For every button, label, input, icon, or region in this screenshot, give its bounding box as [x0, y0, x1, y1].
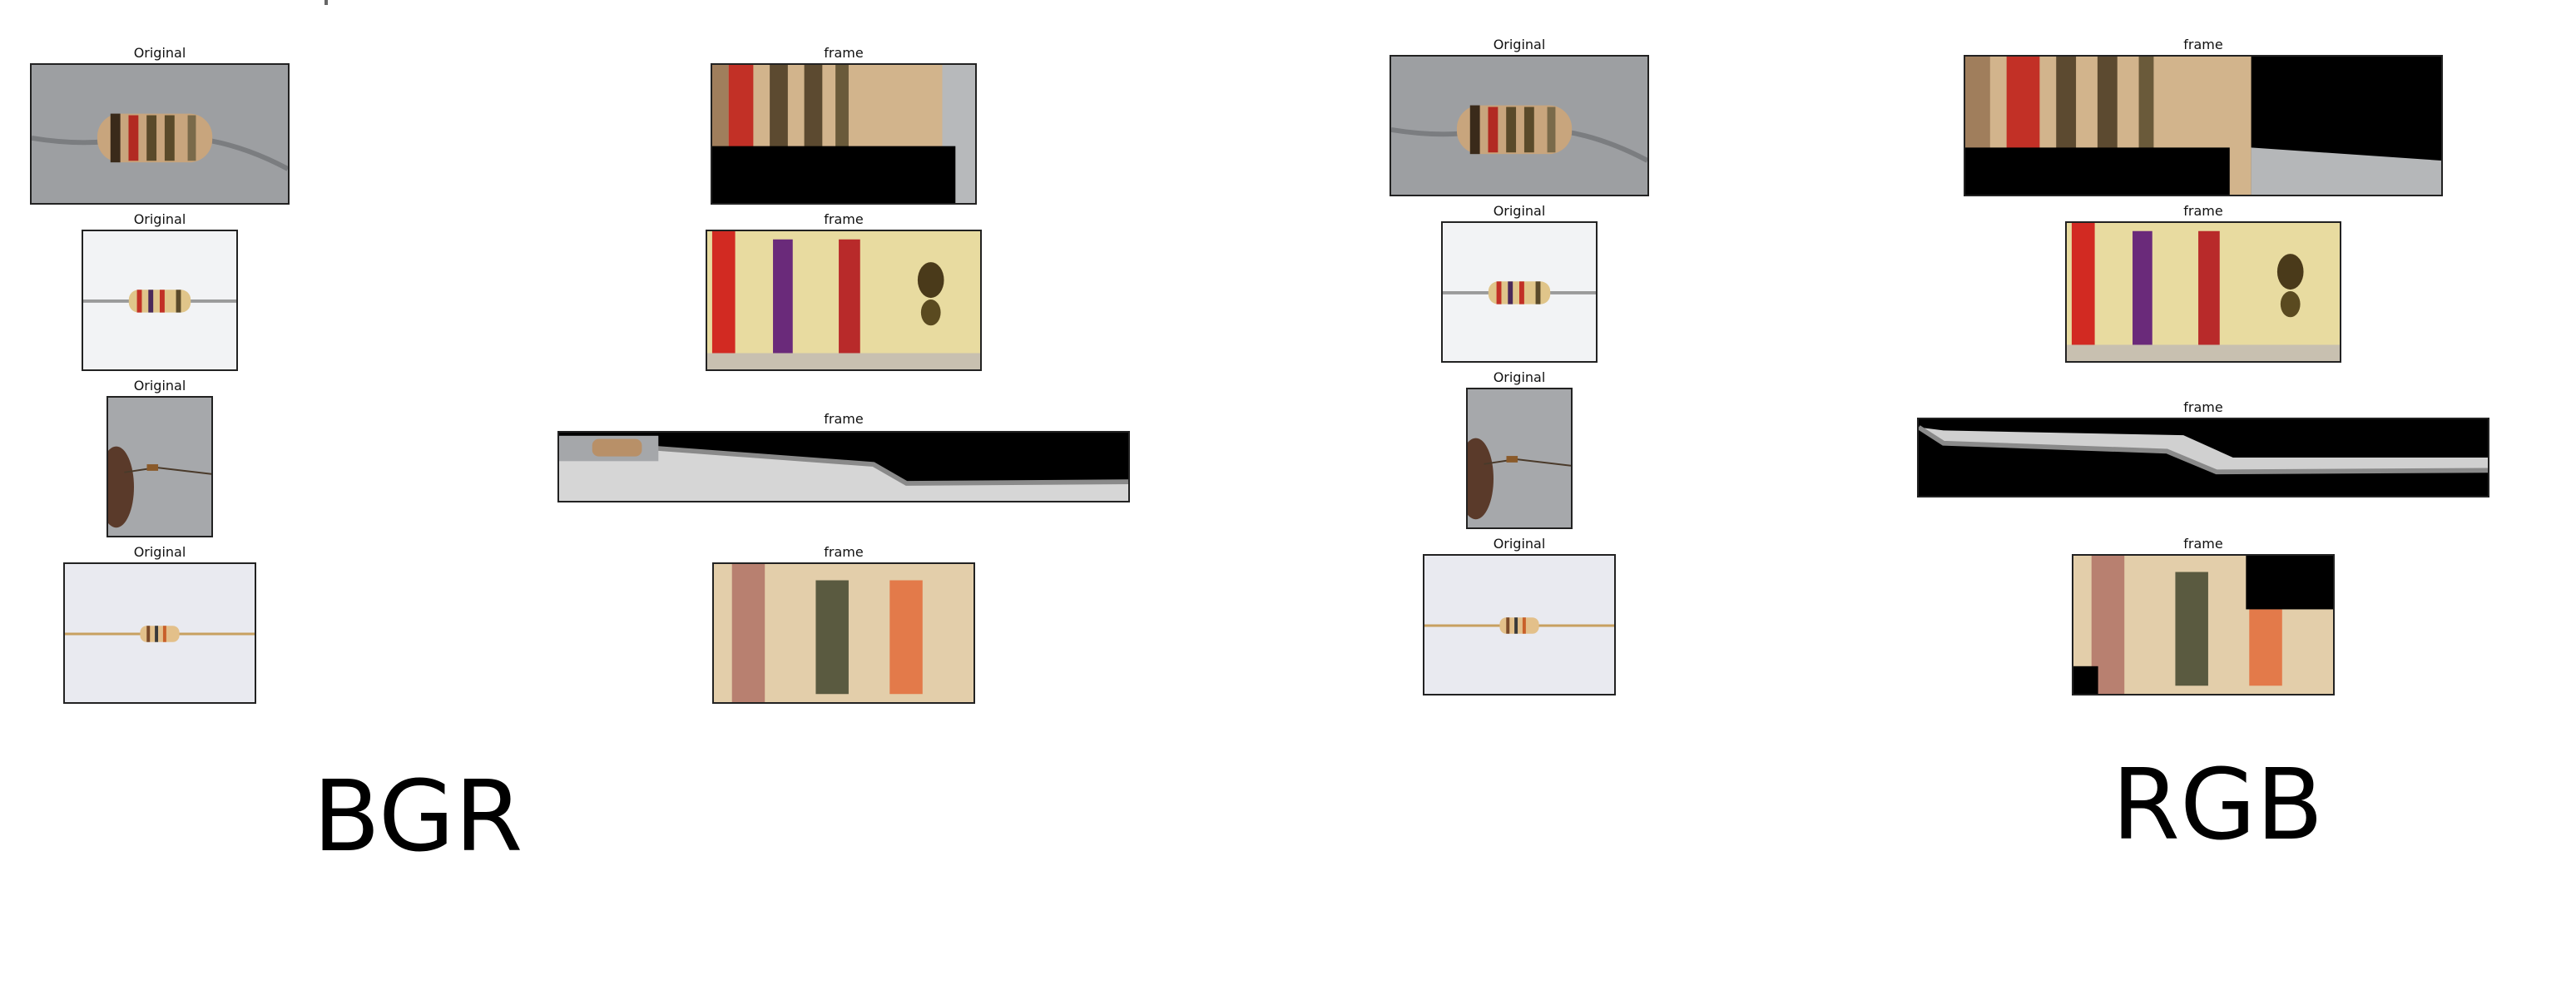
original-image-closeup-resistor — [1390, 55, 1649, 196]
frame-caption: frame — [824, 544, 864, 560]
top-tick-mark — [324, 0, 328, 5]
frame-image-cropped-resistor — [711, 63, 977, 205]
original-caption: Original — [1493, 37, 1546, 52]
frame-image-zoomed-bands — [2065, 221, 2341, 363]
frame-caption: frame — [2183, 536, 2223, 552]
original-caption: Original — [1493, 536, 1546, 552]
original-image-light-background-resistor — [1423, 554, 1616, 695]
original-image-light-background-resistor — [63, 562, 256, 704]
rgb-label: RGB — [2112, 747, 2324, 862]
frame-image-wire-strip — [557, 431, 1130, 502]
bgr-label: BGR — [313, 759, 523, 874]
original-image-hand-holding-resistor — [1466, 388, 1573, 529]
frame-image-cropped-resistor — [1964, 55, 2443, 196]
frame-caption: frame — [2183, 37, 2223, 52]
original-image-closeup-resistor — [30, 63, 290, 205]
frame-caption: frame — [824, 45, 864, 61]
original-caption: Original — [1493, 369, 1546, 385]
frame-caption: frame — [2183, 399, 2223, 415]
original-image-white-background-resistor — [82, 230, 238, 371]
original-image-white-background-resistor — [1441, 221, 1598, 363]
frame-image-zoomed-bands — [706, 230, 982, 371]
frame-image-wire-strip — [1917, 418, 2489, 497]
original-caption: Original — [133, 211, 186, 227]
original-caption: Original — [1493, 203, 1546, 219]
frame-image-blurred-bands — [712, 562, 975, 704]
frame-caption: frame — [2183, 203, 2223, 219]
original-caption: Original — [133, 378, 186, 394]
original-image-hand-holding-resistor — [107, 396, 213, 537]
frame-caption: frame — [824, 211, 864, 227]
original-caption: Original — [133, 45, 186, 61]
frame-caption: frame — [824, 411, 864, 427]
frame-image-blurred-bands — [2072, 554, 2335, 695]
original-caption: Original — [133, 544, 186, 560]
